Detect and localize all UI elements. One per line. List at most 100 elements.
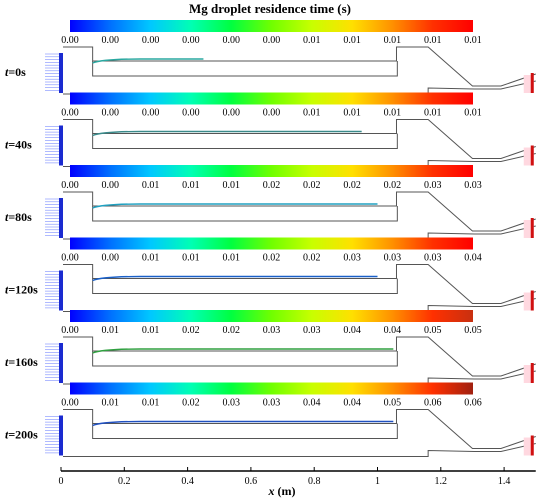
outlet-glow xyxy=(523,147,534,166)
inner-channel xyxy=(92,206,398,222)
colorbar-tick-label: 0.04 xyxy=(343,325,361,336)
x-axis: 0 0.2 0.4 0.6 0.8 1 1.2 1.4 x (m) xyxy=(59,467,536,498)
colorbar-tick-label: 0.04 xyxy=(303,398,321,409)
outlet-marker xyxy=(530,73,534,93)
colorbar-tick-label: 0.04 xyxy=(384,325,402,336)
inner-channel xyxy=(92,278,398,294)
outlet-glow xyxy=(523,75,534,93)
colorbar-tick-label: 0.00 xyxy=(61,398,79,409)
colorbar-tick-label: 0.03 xyxy=(263,398,281,409)
inner-channel xyxy=(92,133,398,149)
colorbar xyxy=(70,165,473,177)
colorbar-tick-label: 0.05 xyxy=(424,325,442,336)
inlet-marker xyxy=(59,415,63,456)
x-tick-label: 0 xyxy=(59,476,64,487)
reactor-bottom-wall xyxy=(63,80,536,95)
colorbar-tick-label: 0.01 xyxy=(384,108,402,119)
colorbar-tick-label: 0.06 xyxy=(464,398,482,409)
x-tick-label: 1.4 xyxy=(498,476,511,487)
time-label: t=120s xyxy=(5,283,38,297)
colorbar-tick-label: 0.02 xyxy=(263,180,281,191)
outlet-glow xyxy=(523,437,534,456)
inlet-flow-lines xyxy=(45,271,59,309)
colorbar-tick-label: 0.01 xyxy=(222,180,240,191)
colorbar-tick-label: 0.02 xyxy=(263,253,281,264)
colorbar-tick-label: 0.02 xyxy=(182,325,200,336)
colorbar-tick-label: 0.03 xyxy=(303,325,321,336)
outlet-marker xyxy=(530,218,534,238)
droplet-track xyxy=(92,203,378,209)
x-tick-label: 1.2 xyxy=(435,476,448,487)
colorbar-tick-label: 0.01 xyxy=(424,35,442,46)
colorbar-tick-label: 0.01 xyxy=(303,35,321,46)
colorbar-tick-label: 0.00 xyxy=(61,35,79,46)
reactor-top-wall xyxy=(63,409,536,449)
inner-channel xyxy=(92,351,398,367)
colorbar-tick-label: 0.05 xyxy=(384,398,402,409)
outlet-marker xyxy=(530,290,534,311)
colorbar-tick-label: 0.02 xyxy=(303,253,321,264)
colorbar-tick-label: 0.02 xyxy=(182,398,200,409)
colorbar-tick-label: 0.03 xyxy=(222,398,240,409)
reactor-top-wall xyxy=(63,264,536,304)
colorbar-tick-label: 0.00 xyxy=(61,325,79,336)
panel: 0.00 0.01 0.01 0.02 0.02 0.03 0.03 0.04 0.04 0.05… xyxy=(5,310,536,385)
outlet-marker xyxy=(530,145,534,166)
outlet-marker xyxy=(530,435,534,456)
colorbar-tick-label: 0.03 xyxy=(343,253,361,264)
outlet-marker xyxy=(530,363,534,383)
inlet-marker xyxy=(59,53,63,93)
reactor-top-wall xyxy=(63,336,536,377)
colorbar-tick-label: 0.00 xyxy=(102,180,120,191)
time-label: t=160s xyxy=(5,355,38,369)
colorbar-tick-label: 0.01 xyxy=(102,325,120,336)
time-label: t=200s xyxy=(5,428,38,442)
colorbar-tick-label: 0.00 xyxy=(222,35,240,46)
colorbar-tick-label: 0.03 xyxy=(424,253,442,264)
colorbar-tick-label: 0.01 xyxy=(343,108,361,119)
colorbar-tick-label: 0.03 xyxy=(263,325,281,336)
inlet-marker xyxy=(59,198,63,238)
colorbar-tick-label: 0.02 xyxy=(343,180,361,191)
colorbar xyxy=(70,92,473,105)
inlet-flow-lines xyxy=(45,343,59,381)
colorbar-tick-label: 0.02 xyxy=(222,325,240,336)
time-panels: 0.00 0.00 0.00 0.00 0.00 0.00 0.01 0.01 0.01 0.01… xyxy=(5,20,536,457)
inlet-flow-lines xyxy=(45,416,59,454)
outlet-glow xyxy=(523,220,534,238)
time-label: t=80s xyxy=(5,210,32,224)
colorbar xyxy=(70,310,473,322)
colorbar-tick-label: 0.01 xyxy=(142,398,160,409)
inlet-flow-lines xyxy=(45,198,59,236)
colorbar-tick-label: 0.04 xyxy=(464,253,482,264)
colorbar-tick-label: 0.02 xyxy=(303,180,321,191)
colorbar-tick-label: 0.00 xyxy=(222,108,240,119)
colorbar-tick-label: 0.00 xyxy=(263,35,281,46)
colorbar-tick-label: 0.00 xyxy=(182,35,200,46)
reactor-bottom-wall xyxy=(63,298,536,312)
x-axis-label: x (m) xyxy=(268,484,296,498)
colorbar-tick-label: 0.00 xyxy=(102,108,120,119)
colorbar-tick-label: 0.00 xyxy=(142,108,160,119)
colorbar-tick-label: 0.00 xyxy=(61,180,79,191)
colorbar-tick-label: 0.00 xyxy=(61,253,79,264)
droplet-track xyxy=(92,348,394,354)
colorbar-tick-label: 0.02 xyxy=(384,180,402,191)
colorbar-tick-label: 0.05 xyxy=(464,325,482,336)
panel: 0.00 0.00 0.01 0.01 0.01 0.02 0.02 0.03 0.03 0.03… xyxy=(5,237,536,312)
inlet-flow-lines xyxy=(45,126,59,164)
colorbar-tick-label: 0.01 xyxy=(142,253,160,264)
reactor-top-wall xyxy=(63,191,536,232)
colorbar-tick-label: 0.00 xyxy=(61,108,79,119)
inlet-marker xyxy=(59,343,63,383)
panel: 0.00 0.01 0.01 0.02 0.03 0.03 0.04 0.04 0.05 0.06… xyxy=(5,382,536,457)
colorbar-tick-label: 0.01 xyxy=(464,35,482,46)
inner-channel xyxy=(92,423,398,439)
droplet-track xyxy=(92,58,204,64)
inner-channel xyxy=(92,61,398,77)
outlet-glow xyxy=(523,365,534,383)
reactor-bottom-wall xyxy=(63,370,536,385)
x-tick-label: 1 xyxy=(375,476,380,487)
colorbar xyxy=(70,237,473,250)
